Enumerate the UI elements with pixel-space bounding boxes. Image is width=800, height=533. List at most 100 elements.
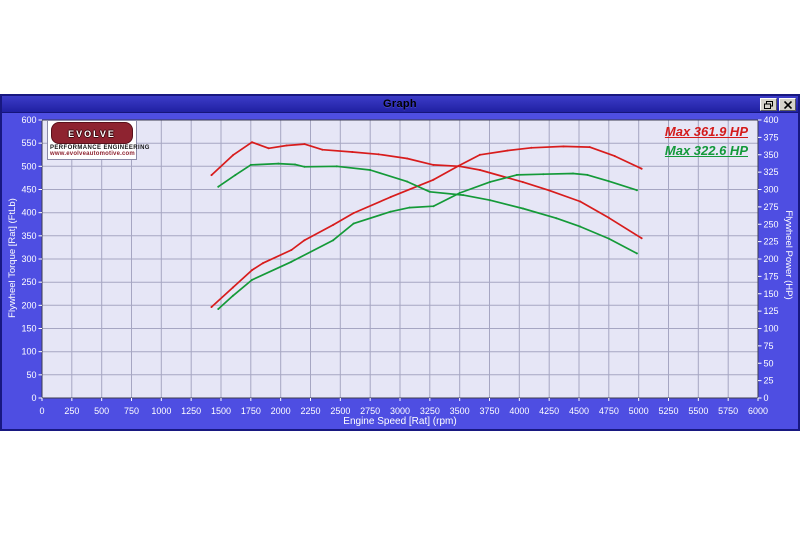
left-tick-label: 150 xyxy=(21,324,36,334)
data-point-power-red xyxy=(562,145,565,148)
right-tick-label: 275 xyxy=(764,202,779,212)
right-tick-label: 100 xyxy=(764,324,779,334)
data-point-torque-green xyxy=(303,165,306,168)
restore-icon xyxy=(764,100,773,109)
x-tick-label: 5000 xyxy=(629,406,649,416)
right-tick-label: 350 xyxy=(764,150,779,160)
left-tick-label: 600 xyxy=(21,115,36,125)
legend-entry-max-hp-red: Max 361.9 HP xyxy=(664,124,748,139)
data-point-power-green xyxy=(489,180,492,183)
x-tick-label: 750 xyxy=(124,406,139,416)
data-point-power-green xyxy=(352,222,355,225)
data-point-torque-green xyxy=(234,174,237,177)
titlebar[interactable]: Graph xyxy=(2,96,798,113)
data-point-power-green xyxy=(432,205,435,208)
left-tick-label: 300 xyxy=(21,254,36,264)
data-point-torque-green xyxy=(406,180,409,183)
data-point-torque-red xyxy=(251,141,253,144)
left-tick-label: 350 xyxy=(21,231,36,241)
left-tick-label: 100 xyxy=(21,347,36,357)
data-point-power-green xyxy=(389,210,392,213)
data-point-torque-green xyxy=(335,165,338,168)
data-point-power-green xyxy=(251,278,253,281)
data-point-torque-red xyxy=(351,151,354,153)
restore-button[interactable] xyxy=(760,98,777,111)
right-tick-label: 400 xyxy=(764,115,779,125)
x-tick-label: 1000 xyxy=(151,406,171,416)
data-point-torque-red xyxy=(406,157,409,160)
data-point-torque-red xyxy=(479,169,481,171)
data-point-power-red xyxy=(251,269,253,272)
x-tick-label: 1250 xyxy=(181,406,201,416)
data-point-torque-red xyxy=(321,148,324,151)
data-point-torque-red xyxy=(267,147,270,150)
data-point-power-red xyxy=(389,196,392,199)
right-tick-label: 300 xyxy=(764,185,779,195)
left-tick-label: 400 xyxy=(21,208,36,218)
left-tick-label: 550 xyxy=(21,138,36,148)
right-tick-label: 225 xyxy=(764,237,779,247)
data-point-power-green xyxy=(231,294,234,297)
x-tick-label: 3500 xyxy=(450,406,470,416)
legend-entry-max-hp-green: Max 322.6 HP xyxy=(664,143,748,158)
x-tick-label: 4000 xyxy=(509,406,529,416)
close-icon xyxy=(783,100,792,109)
x-tick-label: 2250 xyxy=(300,406,320,416)
data-point-torque-green xyxy=(579,225,582,228)
right-axis-title: Flywheel Power (HP) xyxy=(783,210,794,299)
right-tick-label: 50 xyxy=(764,358,774,368)
left-tick-label: 500 xyxy=(21,161,36,171)
data-point-power-green xyxy=(572,172,574,175)
data-point-torque-red xyxy=(548,189,551,192)
logo-website: www.evolveautomotive.com xyxy=(50,151,135,157)
left-tick-label: 50 xyxy=(26,370,36,380)
window-controls xyxy=(760,98,796,111)
left-tick-label: 0 xyxy=(31,393,36,403)
evolve-brand-text: evolve xyxy=(68,129,116,139)
data-point-torque-green xyxy=(607,237,610,240)
data-point-torque-red xyxy=(231,154,234,157)
data-point-power-green xyxy=(408,206,411,209)
data-point-torque-red xyxy=(210,174,213,177)
right-tick-label: 125 xyxy=(764,306,779,316)
data-point-power-red xyxy=(290,249,293,251)
data-point-power-red xyxy=(640,167,643,170)
data-point-power-red xyxy=(457,164,460,167)
left-tick-label: 200 xyxy=(21,300,36,310)
series-power-red xyxy=(210,145,643,308)
data-point-power-green xyxy=(217,308,220,310)
close-button[interactable] xyxy=(779,98,796,111)
x-tick-label: 4750 xyxy=(599,406,619,416)
data-point-power-green xyxy=(458,192,461,194)
x-tick-label: 1500 xyxy=(211,406,231,416)
data-point-power-red xyxy=(479,153,481,156)
data-point-torque-green xyxy=(428,190,431,193)
left-tick-label: 250 xyxy=(21,277,36,287)
left-tick-label: 450 xyxy=(21,185,36,195)
right-tick-label: 75 xyxy=(764,341,774,351)
x-tick-label: 2500 xyxy=(330,406,350,416)
data-point-torque-green xyxy=(635,252,638,255)
right-tick-label: 325 xyxy=(764,167,779,177)
data-point-torque-green xyxy=(294,163,296,166)
data-point-power-red xyxy=(352,212,355,215)
x-tick-label: 3000 xyxy=(390,406,410,416)
data-point-torque-red xyxy=(607,216,610,219)
data-point-power-red xyxy=(303,239,306,242)
legend: Max 361.9 HP Max 322.6 HP xyxy=(665,122,748,160)
data-point-torque-green xyxy=(555,217,558,220)
data-point-torque-green xyxy=(369,169,372,171)
x-tick-label: 4250 xyxy=(539,406,559,416)
data-point-torque-red xyxy=(640,237,643,240)
x-tick-label: 6000 xyxy=(748,406,768,416)
x-tick-label: 1750 xyxy=(241,406,261,416)
x-axis-title: Engine Speed [Rat] (rpm) xyxy=(343,416,456,427)
right-tick-label: 200 xyxy=(764,254,779,264)
x-tick-label: 0 xyxy=(39,406,44,416)
x-tick-label: 5750 xyxy=(718,406,738,416)
data-point-torque-green xyxy=(217,185,220,188)
data-point-torque-green xyxy=(489,199,492,202)
right-tick-label: 175 xyxy=(764,271,779,281)
data-point-torque-red xyxy=(432,163,435,166)
right-tick-label: 150 xyxy=(764,289,779,299)
